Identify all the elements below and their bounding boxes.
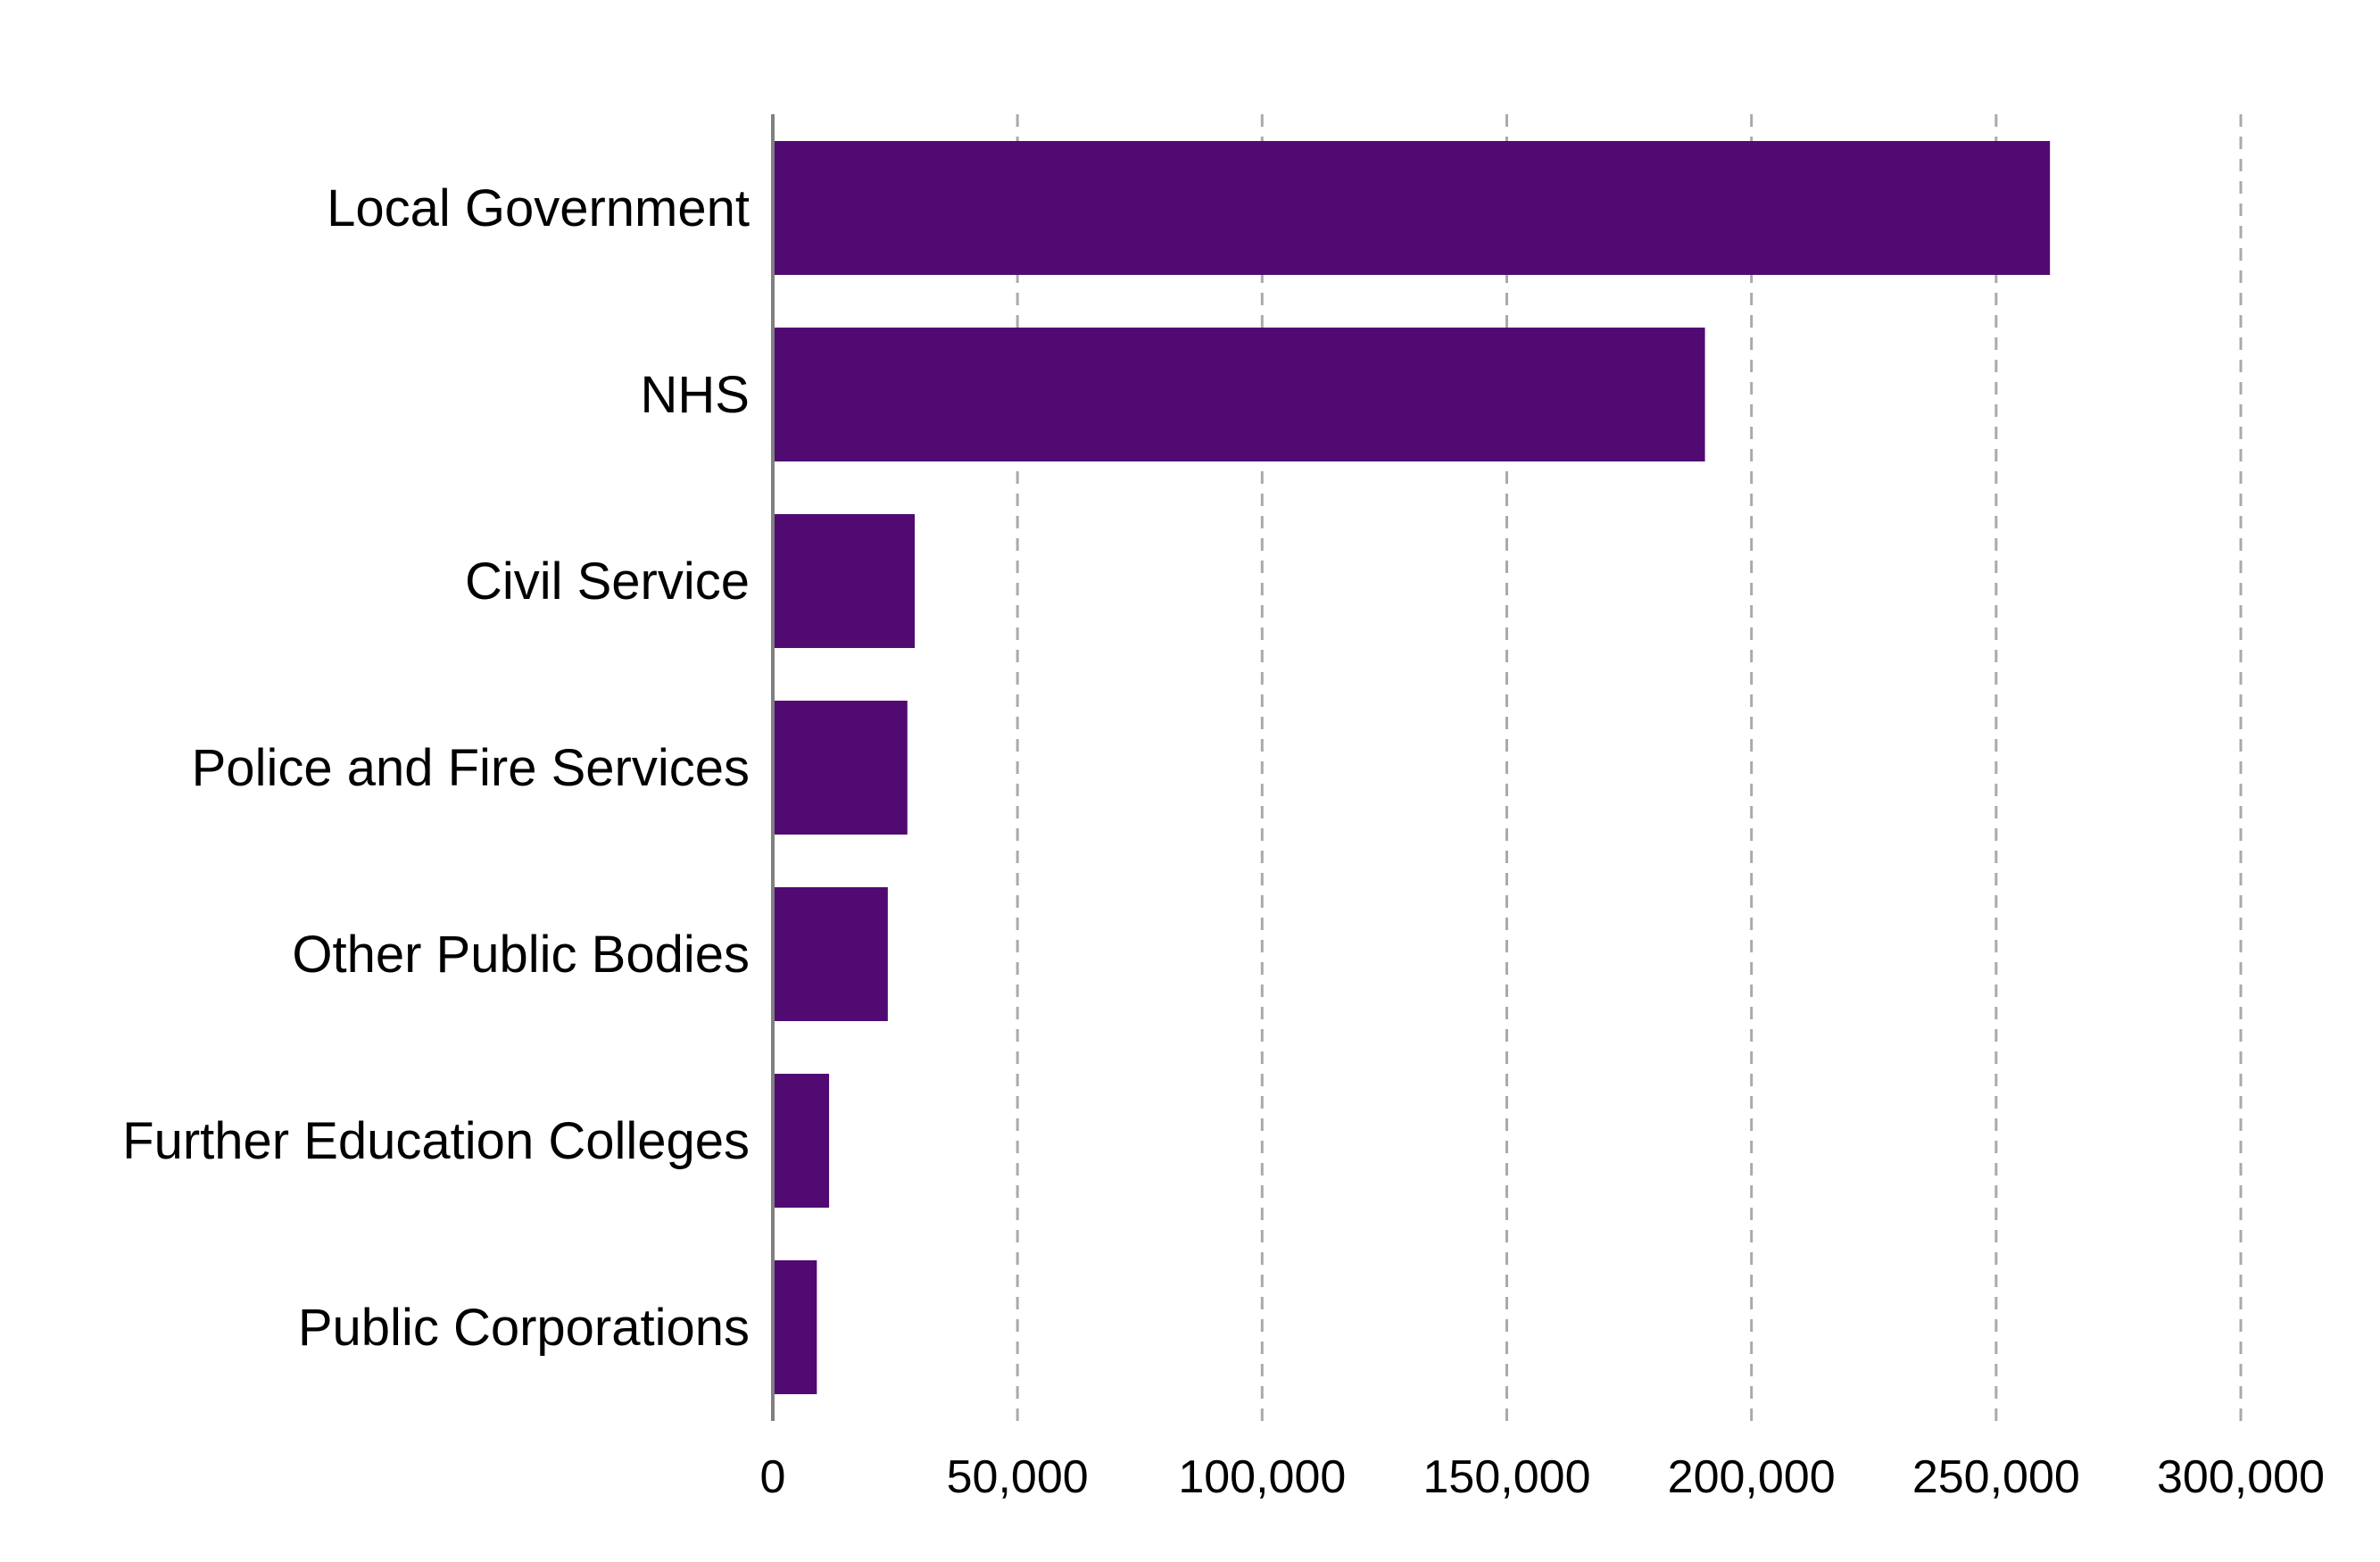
x-tick-label: 0 — [760, 1451, 786, 1503]
category-label: Local Government — [327, 179, 750, 237]
category-label: Civil Service — [465, 553, 750, 611]
category-labels: Local Government NHS Civil Service Police a… — [122, 179, 750, 1357]
category-label: Public Corporations — [298, 1299, 750, 1357]
bars — [773, 141, 2051, 1394]
x-tick-label: 50,000 — [947, 1451, 1089, 1503]
bar — [773, 328, 1705, 461]
x-tick-label: 300,000 — [2157, 1451, 2325, 1503]
bar — [773, 141, 2051, 275]
bar — [773, 514, 916, 648]
category-label: Police and Fire Services — [192, 739, 750, 797]
bar — [773, 887, 888, 1021]
category-label: Other Public Bodies — [292, 926, 750, 984]
x-tick-label: 200,000 — [1668, 1451, 1836, 1503]
x-tick-label: 250,000 — [1912, 1451, 2080, 1503]
x-tick-label: 150,000 — [1423, 1451, 1591, 1503]
bar — [773, 1074, 830, 1208]
gridlines — [1016, 114, 2243, 1421]
x-tick-label: 100,000 — [1178, 1451, 1346, 1503]
bar — [773, 701, 908, 835]
category-label: NHS — [641, 366, 750, 424]
bar — [773, 1260, 817, 1394]
category-label: Further Education Colleges — [122, 1112, 750, 1170]
x-tick-labels: 0 50,000 100,000 150,000 200,000 250,000 300,0… — [760, 1451, 2325, 1503]
